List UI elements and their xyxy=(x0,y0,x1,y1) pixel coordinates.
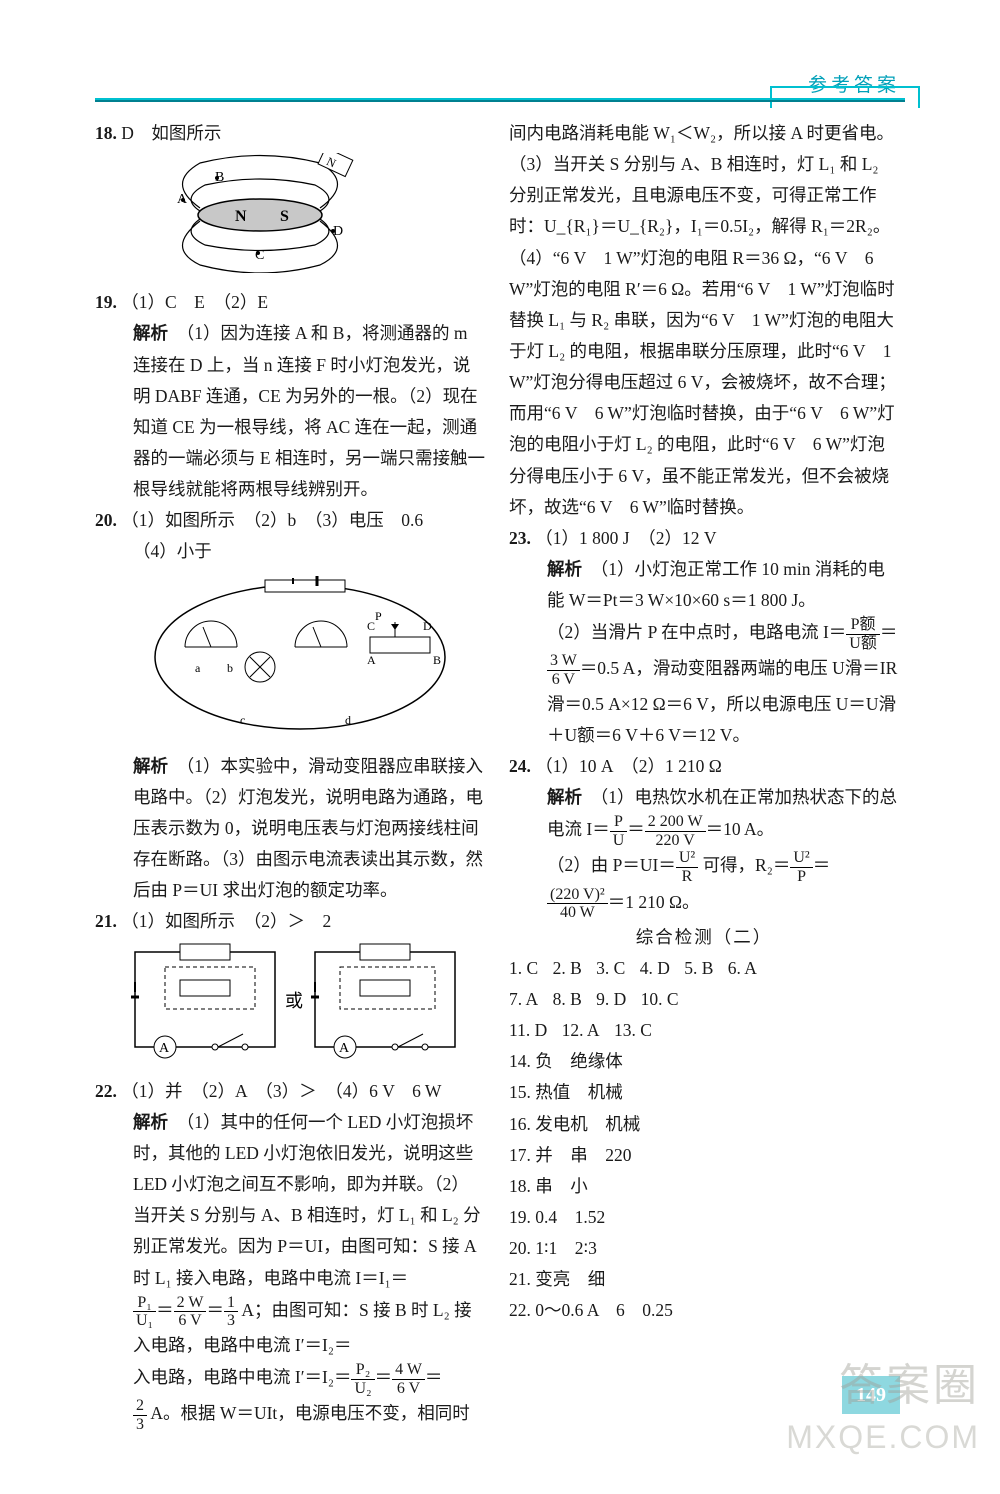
q22-line1: （1）并 （2）A （3）＞ （4）6 V 6 W xyxy=(121,1081,441,1101)
q23: 23. （1）1 800 J （2）12 V xyxy=(509,523,899,554)
frac: 4 W6 V xyxy=(392,1361,425,1397)
watermark-url: MXQE.COM xyxy=(786,1410,980,1464)
ans-15: 15. 热值 机械 xyxy=(509,1077,899,1108)
svg-text:S: S xyxy=(280,208,289,225)
frac: P额U额 xyxy=(846,616,880,652)
frac: 13 xyxy=(224,1294,238,1330)
left-column: 18. D 如图所示 N S A B C D N xyxy=(95,118,485,1433)
q22-tail3: A。根据 W＝UIt，电源电压不变，相同时 xyxy=(147,1403,470,1423)
q24-num: 24. xyxy=(509,756,531,776)
q23-line1: （1）1 800 J （2）12 V xyxy=(535,528,716,548)
q24-p2: （2）由 P＝UI＝U²R 可得，R₂＝U²P＝ xyxy=(509,849,899,885)
q20-analysis-text: （1）本实验中，滑动变阻器应串联接入电路中。（2）灯泡发光，说明电路为通路，电压… xyxy=(133,756,483,901)
svg-text:C: C xyxy=(255,248,264,263)
frac: U²P xyxy=(790,849,812,885)
q19-line1: （1）C E （2）E xyxy=(121,292,268,312)
svg-text:A: A xyxy=(339,1041,350,1056)
q19-analysis-text: （1）因为连接 A 和 B，将测通器的 m 连接在 D 上，当 n 连接 F 时… xyxy=(133,323,485,499)
analysis-label: 解析 xyxy=(133,1112,168,1132)
frac: PU xyxy=(610,813,628,849)
svg-text:b: b xyxy=(227,661,233,675)
ans-20: 20. 1∶1 2∶3 xyxy=(509,1233,899,1264)
q18-num: 18. xyxy=(95,123,117,143)
ans-21: 21. 变亮 细 xyxy=(509,1264,899,1295)
q21-or: 或 xyxy=(285,991,303,1011)
ans-19: 19. 0.4 1.52 xyxy=(509,1202,899,1233)
svg-text:A: A xyxy=(159,1041,170,1056)
svg-text:N: N xyxy=(235,208,247,225)
q19: 19. （1）C E （2）E xyxy=(95,287,485,318)
svg-text:c: c xyxy=(240,713,245,727)
q22-math1: P₁U₁＝2 W6 V＝13 A；由图可知：S 接 B 时 L₂ 接入电路，电路… xyxy=(95,1294,485,1361)
q21: 21. （1）如图所示 （2）＞ 2 xyxy=(95,906,485,937)
q18-ans: D 如图所示 xyxy=(121,123,221,143)
svg-text:a: a xyxy=(195,661,201,675)
ans-18: 18. 串 小 xyxy=(509,1171,899,1202)
frac: 23 xyxy=(133,1397,147,1433)
q23-num: 23. xyxy=(509,528,531,548)
ans-16: 16. 发电机 机械 xyxy=(509,1109,899,1140)
q20: 20. （1）如图所示 （2）b （3）电压 0.6 xyxy=(95,505,485,536)
q23-analysis: 解析 （1）小灯泡正常工作 10 min 消耗的电能 W＝Pt＝3 W×10×6… xyxy=(509,554,899,616)
frac: (220 V)²40 W xyxy=(547,886,608,922)
svg-text:C: C xyxy=(367,619,375,633)
ans-row-2: 7. A 8. B 9. D 10. C xyxy=(509,984,899,1015)
frac: 2 200 W220 V xyxy=(645,813,706,849)
header-rule xyxy=(95,98,905,102)
svg-text:P: P xyxy=(375,609,382,623)
q22: 22. （1）并 （2）A （3）＞ （4）6 V 6 W xyxy=(95,1076,485,1107)
q22-num: 22. xyxy=(95,1081,117,1101)
q20-num: 20. xyxy=(95,510,117,530)
analysis-label: 解析 xyxy=(133,756,168,776)
q22-cont: 间内电路消耗电能 W₁＜W₂，所以接 A 时更省电。（3）当开关 S 分别与 A… xyxy=(509,118,899,523)
q24: 24. （1）10 A （2）1 210 Ω xyxy=(509,751,899,782)
frac: 2 W6 V xyxy=(174,1294,207,1330)
q22-math2: 入电路，电路中电流 I′＝I₂＝P₂U₂＝4 W6 V＝ xyxy=(95,1361,485,1397)
q24-p2b: (220 V)²40 W＝1 210 Ω。 xyxy=(509,886,899,922)
q21-num: 21. xyxy=(95,911,117,931)
frac: P₂U₂ xyxy=(351,1361,374,1397)
q19-analysis: 解析 （1）因为连接 A 和 B，将测通器的 m 连接在 D 上，当 n 连接 … xyxy=(95,318,485,505)
section-title: 综合检测（二） xyxy=(509,922,899,953)
q21-diagram: A 或 A xyxy=(125,942,485,1072)
analysis-label: 解析 xyxy=(547,787,582,807)
header-decor-box xyxy=(770,86,920,108)
analysis-label: 解析 xyxy=(133,323,168,343)
ans-row-3: 11. D 12. A 13. C xyxy=(509,1015,899,1046)
q18: 18. D 如图所示 xyxy=(95,118,485,149)
svg-text:D: D xyxy=(423,619,432,633)
q24-analysis: 解析 （1）电热饮水机在正常加热状态下的总电流 I＝PU＝2 200 W220 … xyxy=(509,782,899,849)
q23-p2: （2）当滑片 P 在中点时，电路电流 I＝P额U额＝ xyxy=(509,616,899,652)
q23-p1: （1）小灯泡正常工作 10 min 消耗的电能 W＝Pt＝3 W×10×60 s… xyxy=(547,559,885,610)
ans-17: 17. 并 串 220 xyxy=(509,1140,899,1171)
ans-row-1: 1. C 2. B 3. C 4. D 5. B 6. A xyxy=(509,953,899,984)
q20-line2: （4）小于 xyxy=(95,536,485,567)
ans-22: 22. 0～0.6 A 6 0.25 xyxy=(509,1295,899,1326)
q24-line1: （1）10 A （2）1 210 Ω xyxy=(535,756,722,776)
q22-analysis: 解析 （1）其中的任何一个 LED 小灯泡损坏时，其他的 LED 小灯泡依旧发光… xyxy=(95,1107,485,1294)
q21-line1: （1）如图所示 （2）＞ 2 xyxy=(121,911,331,931)
page-content: 18. D 如图所示 N S A B C D N xyxy=(95,118,905,1433)
svg-text:B: B xyxy=(433,653,441,667)
q18-diagram: N S A B C D N xyxy=(145,153,485,283)
svg-text:A: A xyxy=(367,653,376,667)
q22-math3: 23 A。根据 W＝UIt，电源电压不变，相同时 xyxy=(95,1397,485,1433)
q20-analysis: 解析 （1）本实验中，滑动变阻器应串联接入电路中。（2）灯泡发光，说明电路为通路… xyxy=(95,751,485,907)
q19-num: 19. xyxy=(95,292,117,312)
frac: P₁U₁ xyxy=(133,1294,156,1330)
analysis-label: 解析 xyxy=(547,559,582,579)
q20-line1: （1）如图所示 （2）b （3）电压 0.6 xyxy=(121,510,423,530)
right-column: 间内电路消耗电能 W₁＜W₂，所以接 A 时更省电。（3）当开关 S 分别与 A… xyxy=(509,118,899,1433)
frac: U²R xyxy=(676,849,698,885)
q20-diagram: P D C A B a b c d xyxy=(145,572,485,747)
ans-14: 14. 负 绝缘体 xyxy=(509,1046,899,1077)
svg-text:d: d xyxy=(345,713,351,727)
q23-p2b: 3 W6 V＝0.5 A，滑动变阻器两端的电压 U滑＝IR滑＝0.5 A×12 … xyxy=(509,652,899,750)
q22-analysis-p1: （1）其中的任何一个 LED 小灯泡损坏时，其他的 LED 小灯泡依旧发光，说明… xyxy=(133,1112,481,1288)
frac: 3 W6 V xyxy=(547,652,580,688)
